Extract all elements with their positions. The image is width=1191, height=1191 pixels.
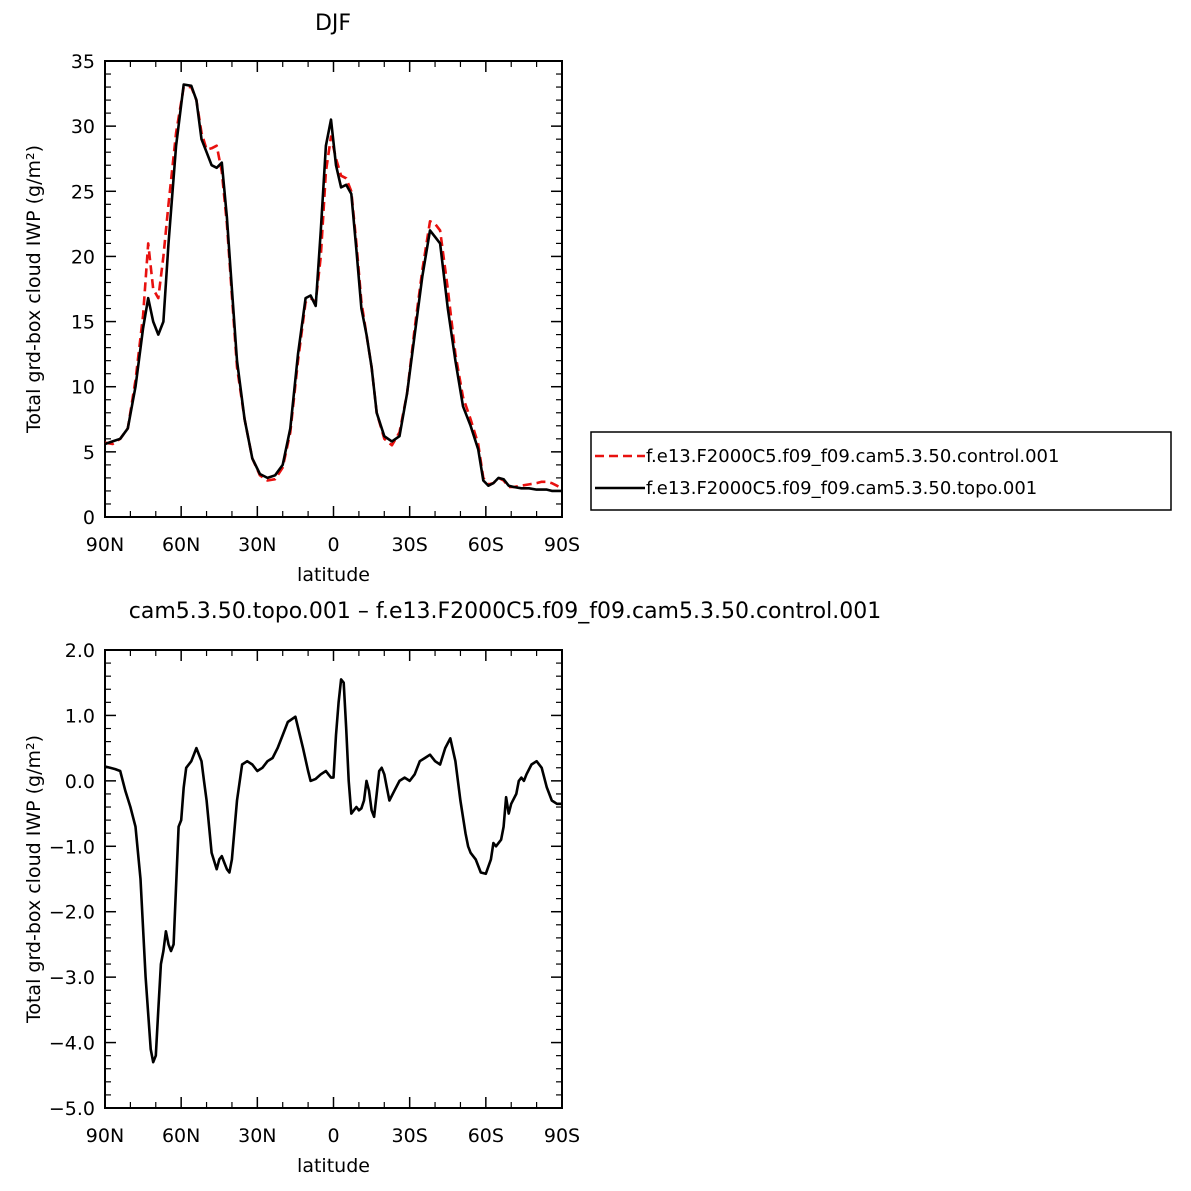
y-tick-label: 35 <box>71 51 95 73</box>
x-tick-label: 90N <box>86 534 124 556</box>
y-tick-label: −2.0 <box>49 902 95 924</box>
y-tick-label: 0 <box>83 507 95 529</box>
plot-frame <box>104 649 563 1109</box>
y-tick-label: 0.0 <box>65 771 95 793</box>
legend-box <box>590 431 1172 511</box>
x-tick-label: 0 <box>327 534 339 556</box>
legend-label-control: f.e13.F2000C5.f09_f09.cam5.3.50.control.… <box>646 446 1059 467</box>
x-tick-label: 30N <box>238 534 276 556</box>
x-axis-label: latitude <box>297 564 370 586</box>
series-lines <box>104 678 562 1064</box>
legend: f.e13.F2000C5.f09_f09.cam5.3.50.control.… <box>590 431 1172 511</box>
y-axis-label: Total grd-box cloud IWP (g/m²) <box>23 735 45 1024</box>
y-tick-label: 25 <box>71 181 95 203</box>
series-line-0 <box>104 678 562 1064</box>
chart-difference: cam5.3.50.topo.001 – f.e13.F2000C5.f09_f… <box>23 599 881 1177</box>
x-tick-label: 90N <box>86 1125 124 1147</box>
x-tick-label: 90S <box>544 1125 580 1147</box>
x-tick-label: 30S <box>392 534 428 556</box>
x-tick-label: 60S <box>468 1125 504 1147</box>
chart-djf: DJF 90N 60N 30N 0 30S 60S 90S 0 5 10 15 20 25 30 35 la… <box>23 11 1172 586</box>
series-line-1 <box>104 83 562 493</box>
y-tick-label: −3.0 <box>49 967 95 989</box>
plot-frame <box>104 60 563 518</box>
x-tick-label: 90S <box>544 534 580 556</box>
y-tick-label: −5.0 <box>49 1098 95 1120</box>
y-tick-label: 30 <box>71 116 95 138</box>
x-tick-label: 30S <box>392 1125 428 1147</box>
x-tick-label: 60S <box>468 534 504 556</box>
y-tick-label: 2.0 <box>65 640 95 662</box>
y-tick-label: 1.0 <box>65 705 95 727</box>
y-tick-label: 5 <box>83 442 95 464</box>
y-tick-label: 10 <box>71 377 95 399</box>
x-axis-label: latitude <box>297 1155 370 1177</box>
chart-title: cam5.3.50.topo.001 – f.e13.F2000C5.f09_f… <box>129 599 881 624</box>
y-axis-label: Total grd-box cloud IWP (g/m²) <box>23 145 45 434</box>
x-tick-label: 60N <box>162 534 200 556</box>
series-lines <box>104 83 563 493</box>
chart-title: DJF <box>315 11 351 36</box>
x-tick-label: 60N <box>162 1125 200 1147</box>
legend-label-topo: f.e13.F2000C5.f09_f09.cam5.3.50.topo.001 <box>646 478 1037 499</box>
axis-ticks: 90N 60N 30N 0 30S 60S 90S 0 5 10 15 20 25 30 35 <box>71 51 580 556</box>
x-tick-label: 0 <box>327 1125 339 1147</box>
y-tick-label: 15 <box>71 312 95 334</box>
y-tick-label: −1.0 <box>49 836 95 858</box>
axis-ticks: 90N 60N 30N 0 30S 60S 90S −5.0 −4.0 −3.0 −2.0 −1.0 0… <box>49 640 580 1147</box>
x-tick-label: 30N <box>238 1125 276 1147</box>
y-tick-label: 20 <box>71 246 95 268</box>
y-tick-label: −4.0 <box>49 1033 95 1055</box>
